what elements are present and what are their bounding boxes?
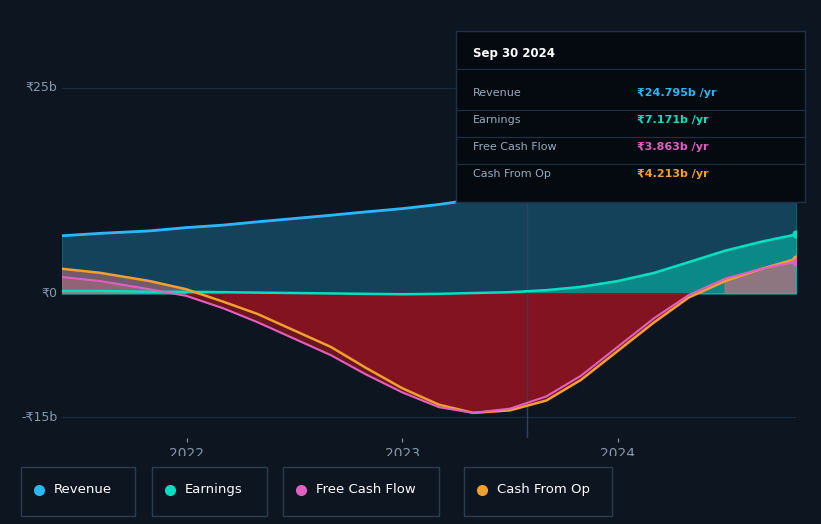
Text: ₹3.863b /yr: ₹3.863b /yr	[637, 142, 709, 152]
Text: ₹7.171b /yr: ₹7.171b /yr	[637, 115, 709, 125]
Text: -₹15b: -₹15b	[21, 410, 57, 423]
Text: Earnings: Earnings	[473, 115, 521, 125]
Text: Sep 30 2024: Sep 30 2024	[473, 47, 555, 60]
Text: Free Cash Flow: Free Cash Flow	[473, 142, 557, 152]
Text: ₹25b: ₹25b	[25, 81, 57, 94]
Text: Earnings: Earnings	[185, 484, 242, 496]
Text: Cash From Op: Cash From Op	[497, 484, 589, 496]
Text: Revenue: Revenue	[473, 88, 522, 98]
Text: Free Cash Flow: Free Cash Flow	[316, 484, 415, 496]
Text: ₹0: ₹0	[41, 287, 57, 300]
Text: Cash From Op: Cash From Op	[473, 169, 551, 180]
Text: ₹4.213b /yr: ₹4.213b /yr	[637, 169, 709, 180]
Text: Past: Past	[538, 83, 564, 96]
Text: Revenue: Revenue	[53, 484, 112, 496]
Text: ₹24.795b /yr: ₹24.795b /yr	[637, 88, 717, 98]
